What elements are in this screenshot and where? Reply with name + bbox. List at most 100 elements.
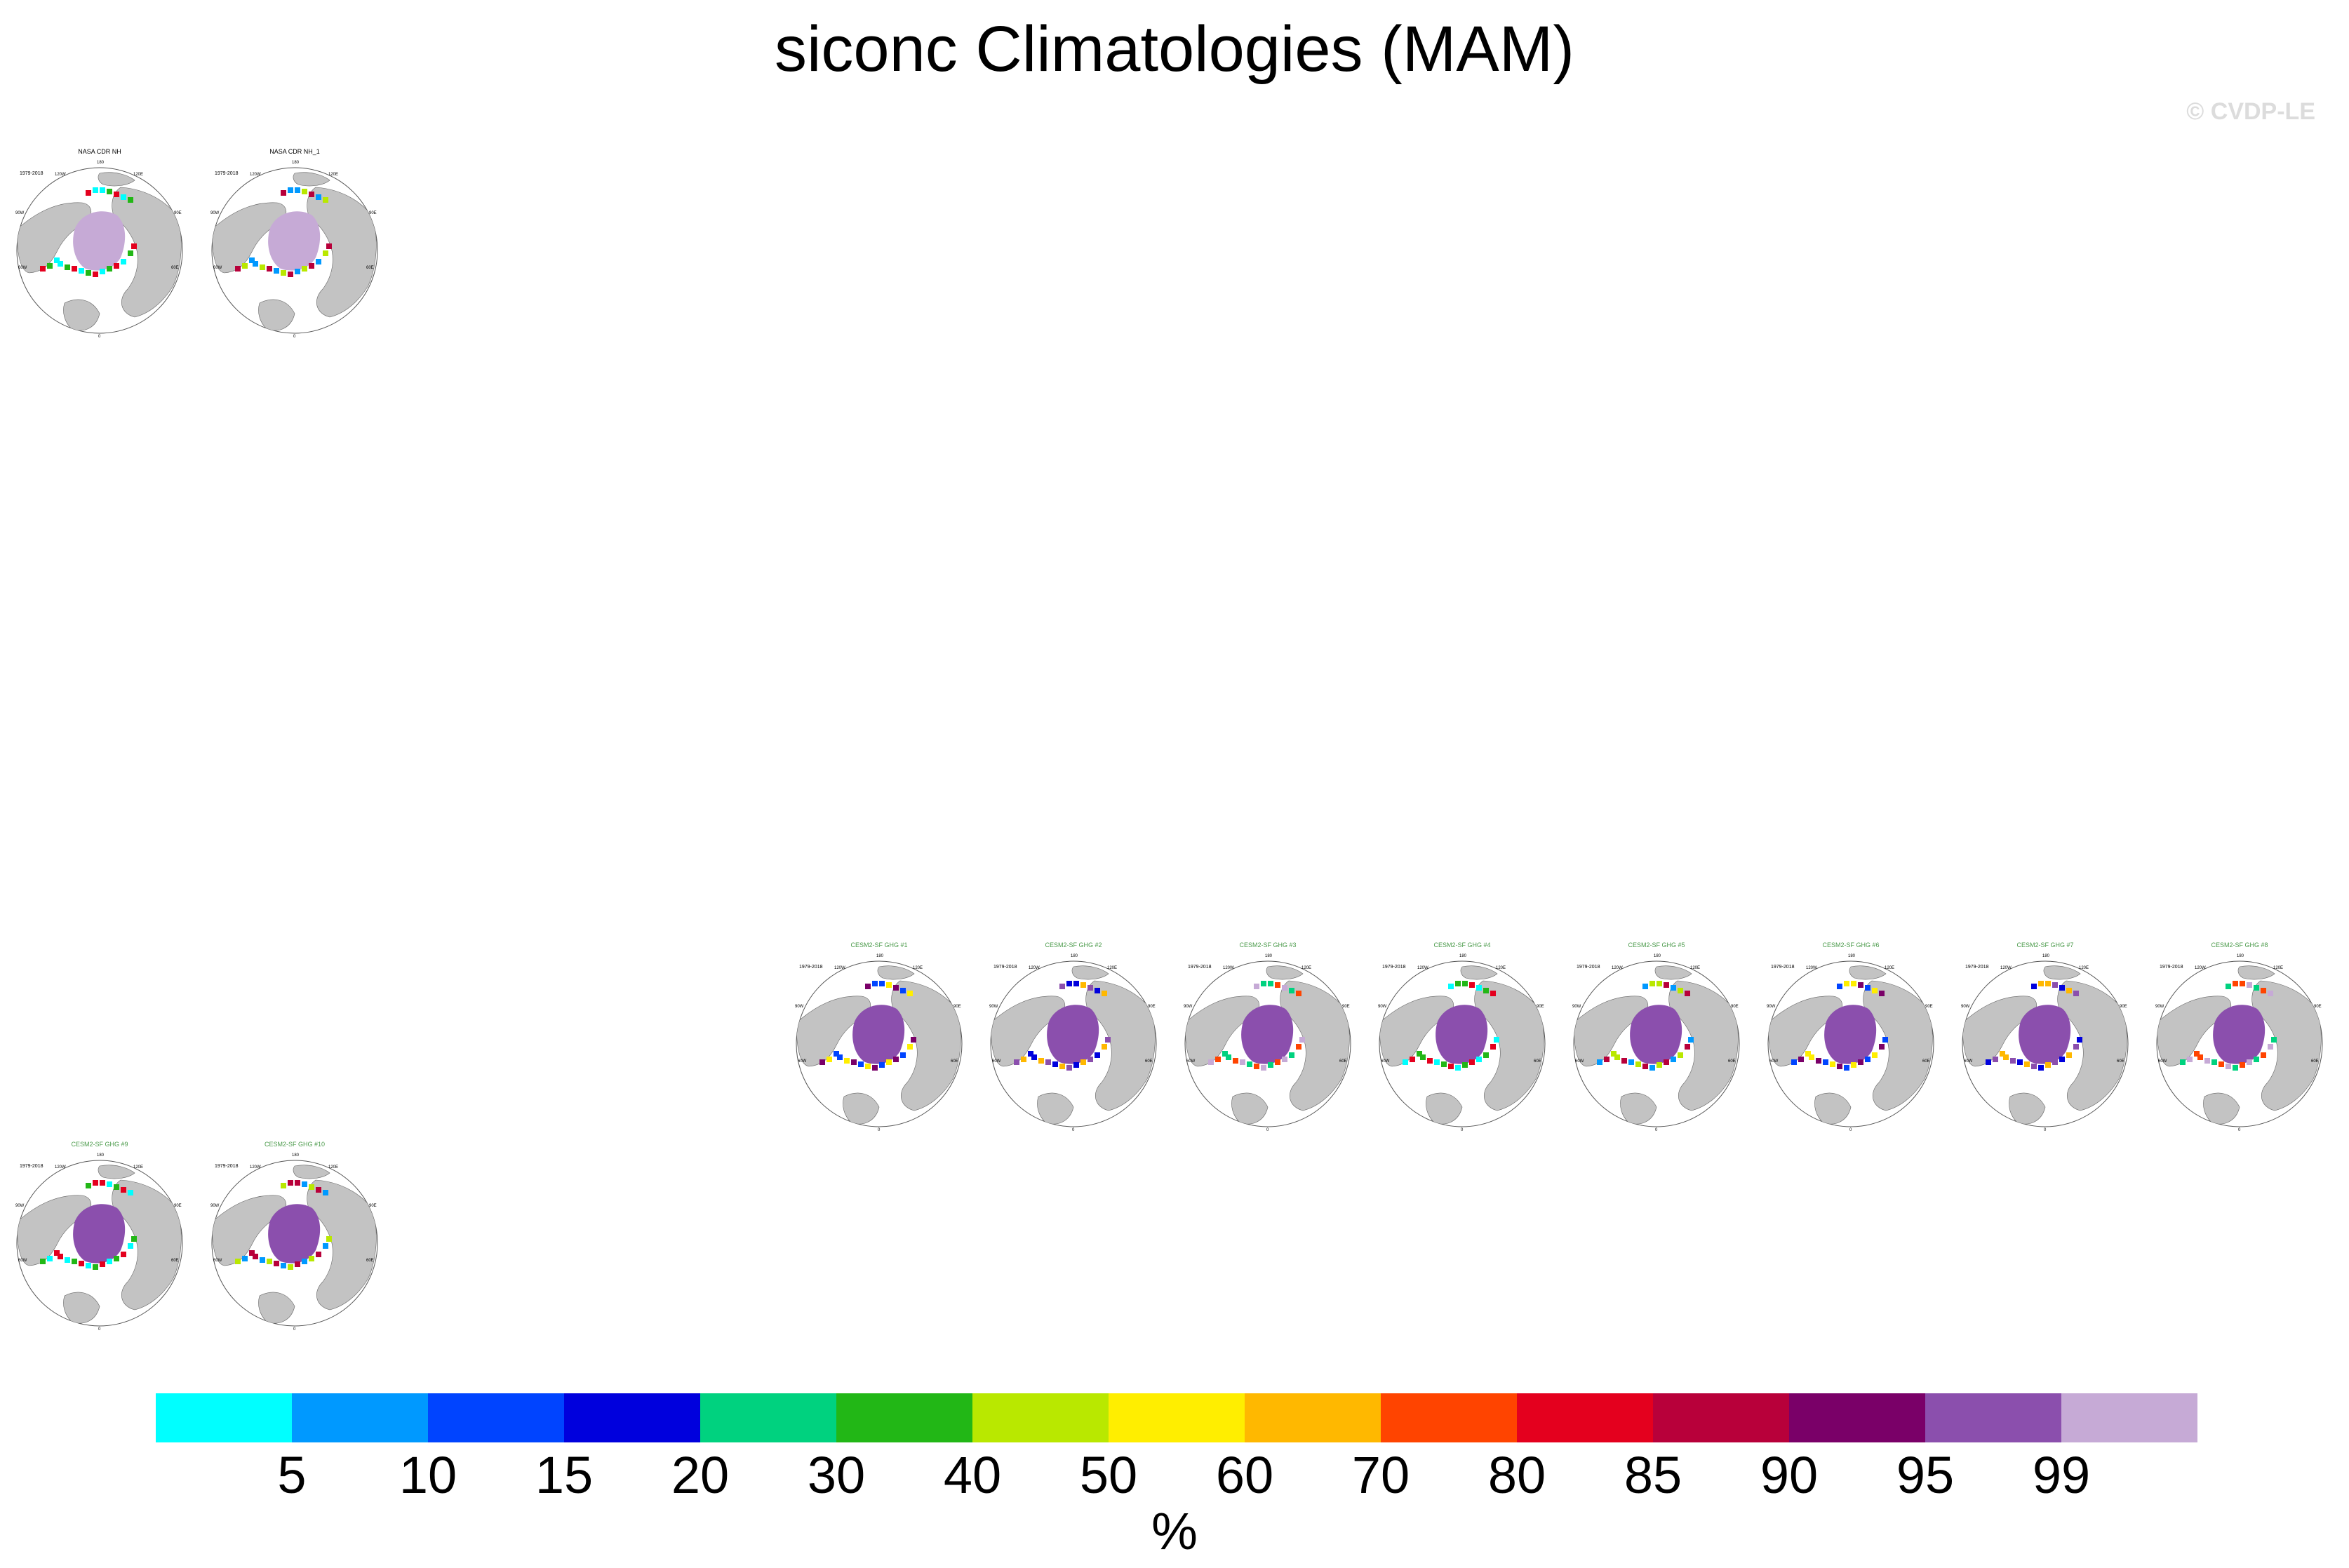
longitude-label: 60E [1145,1059,1153,1064]
longitude-label: 180 [2237,954,2244,958]
longitude-label: 120W [250,1165,261,1170]
longitude-label: 120W [1417,966,1428,970]
longitude-label: 60W [18,266,27,270]
longitude-label: 0 [293,1327,296,1332]
longitude-label: 90W [210,1204,220,1208]
longitude-label: 180 [876,954,884,958]
panel-period: 1979-2018 [215,1164,239,1169]
colorbar-swatch [428,1393,564,1442]
colorbar-tick-label: 50 [1079,1446,1138,1504]
longitude-label: 120E [133,1165,144,1170]
colorbar-tick-label: 90 [1760,1446,1819,1504]
longitude-label: 90E [369,211,377,215]
copyright-label: © CVDP-LE [2186,98,2315,125]
longitude-label: 60W [1964,1059,1973,1064]
longitude-label: 60E [951,1059,958,1064]
colorbar-tick-label: 10 [399,1446,457,1504]
longitude-label: 60W [1769,1059,1779,1064]
polar-map [796,960,963,1127]
longitude-label: 120W [250,173,261,177]
longitude-label: 90E [1925,1005,1933,1009]
panel-title: CESM2-SF GHG #8 [2211,942,2268,949]
panel-period: 1979-2018 [1965,965,1989,970]
map-panel: CESM2-SF GHG #10 1979-2018 180 120W 120E 90… [210,1138,379,1334]
longitude-label: 60W [1186,1059,1196,1064]
longitude-label: 0 [2238,1128,2241,1132]
longitude-label: 180 [2042,954,2050,958]
panel-period: 1979-2018 [1771,965,1795,970]
longitude-label: 60E [1339,1059,1347,1064]
map-panel: CESM2-SF GHG #7 1979-2018 180 120W 120E 90W… [1961,939,2129,1135]
longitude-label: 90W [15,211,25,215]
longitude-label: 120W [2195,966,2206,970]
longitude-label: 90W [15,1204,25,1208]
longitude-label: 90W [795,1005,804,1009]
panel-title: CESM2-SF GHG #4 [1433,942,1491,949]
colorbar-tick-label: 95 [1896,1446,1955,1504]
longitude-label: 60E [2117,1059,2124,1064]
longitude-label: 120W [834,966,845,970]
panel-title: CESM2-SF GHG #9 [71,1141,128,1148]
longitude-label: 120W [55,1165,66,1170]
longitude-label: 180 [1071,954,1078,958]
map-panel: CESM2-SF GHG #1 1979-2018 180 120W 120E 90W… [795,939,963,1135]
panel-title: NASA CDR NH [78,148,121,155]
colorbar-swatch [836,1393,972,1442]
panel-period: 1979-2018 [1188,965,1212,970]
colorbar-swatch [972,1393,1109,1442]
longitude-label: 90E [1537,1005,1544,1009]
colorbar-swatch [564,1393,700,1442]
longitude-label: 180 [1459,954,1467,958]
longitude-label: 90W [1961,1005,1970,1009]
figure-title: siconc Climatologies (MAM) [774,13,1575,85]
longitude-label: 120E [1496,966,1506,970]
longitude-label: 0 [1655,1128,1658,1132]
map-panel: CESM2-SF GHG #2 1979-2018 180 120W 120E 90W… [989,939,1158,1135]
longitude-label: 180 [1265,954,1273,958]
longitude-label: 90W [1572,1005,1581,1009]
map-panel: CESM2-SF GHG #8 1979-2018 180 120W 120E 90W… [2155,939,2324,1135]
longitude-label: 0 [293,335,296,339]
longitude-label: 120E [328,1165,339,1170]
panel-title: CESM2-SF GHG #5 [1628,942,1685,949]
longitude-label: 90W [989,1005,998,1009]
longitude-label: 90E [1731,1005,1739,1009]
colorbar-tick-label: 80 [1487,1446,1546,1504]
colorbar-swatch [292,1393,428,1442]
colorbar-swatch [1245,1393,1381,1442]
panel-period: 1979-2018 [215,171,239,176]
polar-map [211,1160,378,1327]
longitude-label: 120E [1885,966,1895,970]
longitude-label: 60E [171,266,179,270]
longitude-label: 180 [292,161,300,165]
longitude-label: 90E [174,1204,182,1208]
longitude-label: 60W [213,266,222,270]
longitude-label: 60W [18,1259,27,1263]
colorbar-swatch [1109,1393,1245,1442]
polar-map [1379,960,1546,1127]
panel-title: CESM2-SF GHG #1 [850,942,908,949]
colorbar-tick-label: 30 [807,1446,866,1504]
longitude-label: 0 [98,335,101,339]
panel-title: CESM2-SF GHG #3 [1239,942,1297,949]
longitude-label: 60E [1728,1059,1736,1064]
map-panel: CESM2-SF GHG #4 1979-2018 180 120W 120E 90W… [1378,939,1546,1135]
longitude-label: 60E [366,266,374,270]
colorbar [156,1393,2197,1442]
longitude-label: 60W [2158,1059,2167,1064]
longitude-label: 120E [2273,966,2284,970]
longitude-label: 60W [798,1059,807,1064]
panel-period: 1979-2018 [799,965,823,970]
colorbar-swatch [1653,1393,1789,1442]
polar-map [16,1160,183,1327]
colorbar-tick-label: 20 [671,1446,730,1504]
longitude-label: 120E [133,173,144,177]
polar-map [16,167,183,334]
colorbar-swatch [2061,1393,2197,1442]
polar-map [990,960,1157,1127]
map-panel: NASA CDR NH 1979-2018 180 120W 120E 90W 90E 6… [15,145,184,342]
longitude-label: 90E [1342,1005,1350,1009]
longitude-label: 90E [174,211,182,215]
longitude-label: 90E [953,1005,961,1009]
panel-period: 1979-2018 [2160,965,2183,970]
